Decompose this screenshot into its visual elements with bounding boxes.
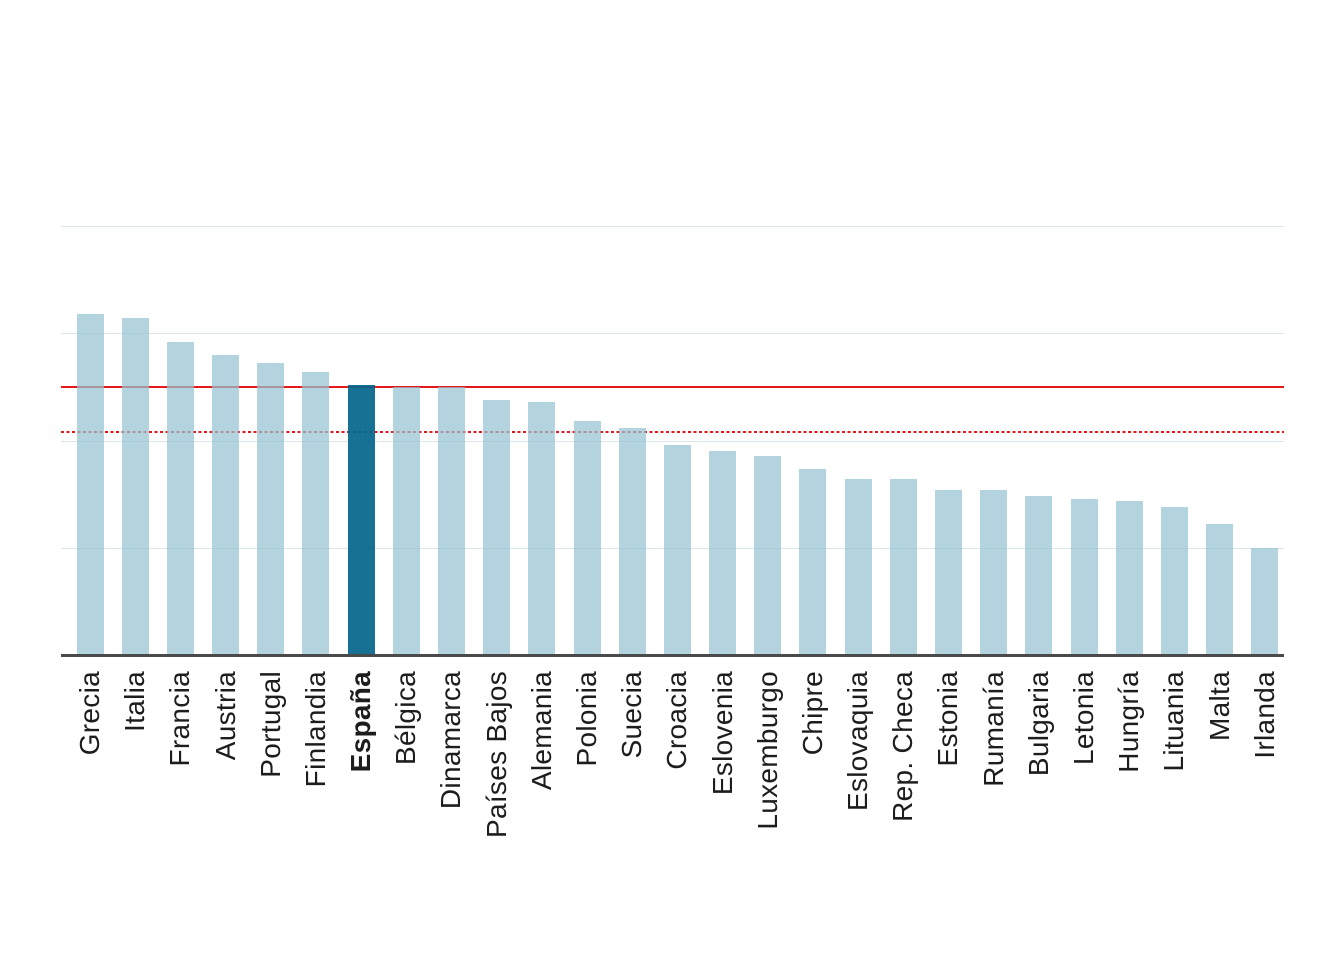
bar-portugal	[257, 363, 285, 656]
x-axis-label: Eslovenia	[706, 671, 738, 796]
reference-line-solid	[61, 385, 1284, 389]
x-axis-label: Polonia	[571, 671, 602, 767]
x-axis-label: Luxemburgo	[751, 671, 783, 830]
bar-italia	[121, 317, 149, 656]
bar-b-lgica	[392, 386, 420, 656]
gridline	[61, 225, 1284, 227]
bar-hungr-a	[1115, 500, 1143, 656]
bar-pa-ses-bajos	[483, 399, 511, 656]
bar-bulgaria	[1025, 496, 1053, 656]
x-axis-label: Croacia	[661, 671, 693, 770]
bar-lituania	[1160, 507, 1188, 656]
bar-francia	[166, 341, 194, 656]
x-axis-label: Bulgaria	[1022, 671, 1054, 777]
x-axis-label: Estonia	[932, 671, 964, 767]
x-axis-line	[61, 654, 1284, 657]
bar-espa-a	[347, 384, 375, 656]
x-axis-label: Austria	[209, 671, 241, 761]
bar-irlanda	[1251, 548, 1279, 656]
bar-dinamarca	[437, 386, 465, 656]
x-axis-label: Chipre	[796, 671, 828, 756]
x-axis-label: Eslovaquia	[842, 671, 874, 811]
bar-eslovaquia	[844, 479, 872, 656]
x-axis-label: Italia	[119, 671, 151, 732]
gridline	[61, 440, 1284, 442]
x-axis-label: Bélgica	[390, 671, 422, 765]
bar-malta	[1206, 524, 1233, 656]
x-axis-label: Países Bajos	[480, 671, 512, 839]
bar-ruman-a	[980, 489, 1008, 656]
bar-eslovenia	[709, 451, 736, 656]
x-axis-label: Letonia	[1068, 671, 1099, 765]
reference-line-dotted	[61, 430, 1284, 434]
bar-austria	[212, 354, 239, 656]
bar-polonia	[573, 421, 601, 656]
x-axis-label: Dinamarca	[435, 671, 467, 810]
bar-croacia	[663, 444, 691, 656]
bar-finlandia	[302, 371, 330, 656]
bar-estonia	[934, 489, 962, 656]
x-axis-label: Finlandia	[299, 671, 331, 788]
x-axis-label: Irlanda	[1248, 671, 1280, 759]
x-axis-label: Alemania	[525, 671, 557, 791]
bar-luxemburgo	[754, 455, 782, 656]
x-axis-label: Francia	[164, 671, 196, 767]
x-axis-label: Rumanía	[977, 671, 1009, 787]
x-axis-label: Hungría	[1113, 671, 1145, 773]
x-axis-label: Rep. Checa	[887, 671, 919, 822]
x-axis-label: Malta	[1203, 671, 1235, 741]
bar-grecia	[76, 313, 104, 656]
bar-chipre	[799, 468, 827, 656]
x-axis-label: Suecia	[616, 671, 648, 759]
x-axis-label: Portugal	[254, 671, 286, 778]
bar-alemania	[528, 401, 556, 656]
bar-rep-checa	[889, 479, 917, 656]
bar-letonia	[1070, 498, 1098, 656]
bar-suecia	[618, 427, 646, 656]
x-axis-label: Grecia	[74, 671, 105, 756]
x-axis-label: Lituania	[1158, 671, 1190, 772]
x-axis-label: España	[345, 671, 377, 773]
gridline	[61, 333, 1284, 334]
